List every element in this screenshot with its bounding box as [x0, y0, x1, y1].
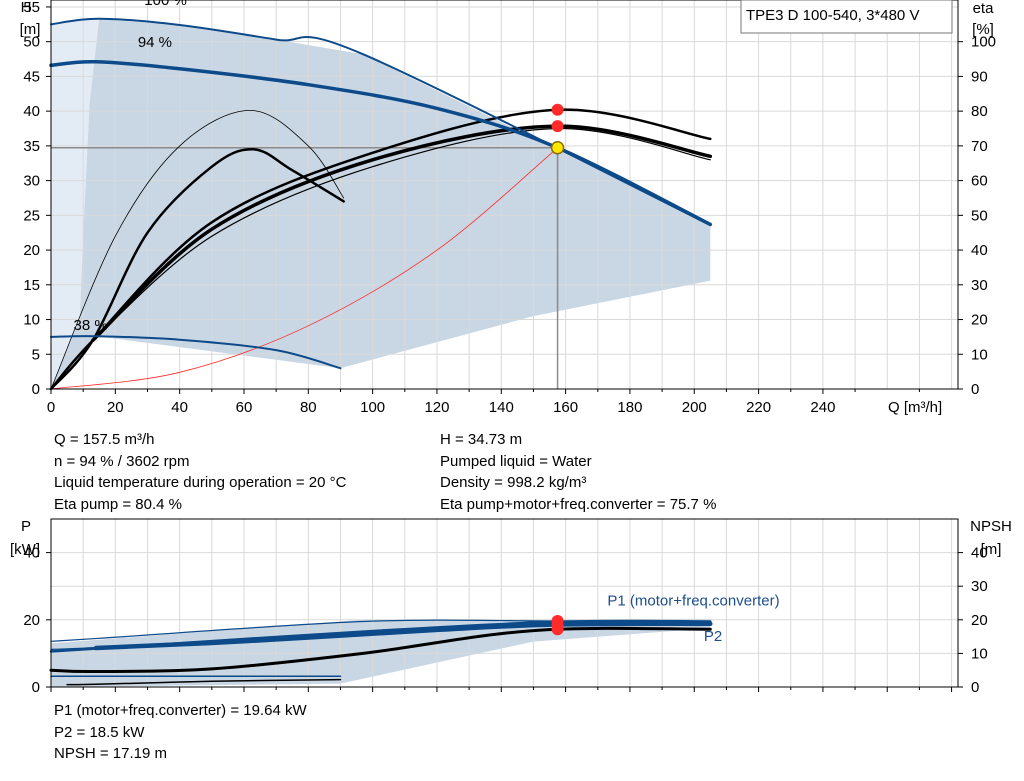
y-tick-label: 20 [23, 612, 40, 629]
liquid-temperature-readout: Liquid temperature during operation = 20… [54, 474, 347, 491]
y-tick-label: 20 [23, 242, 40, 259]
y2-axis-label: eta [973, 0, 995, 17]
power-curve [93, 621, 713, 651]
speed-label: 94 % [138, 34, 172, 51]
y2-tick-label: 0 [971, 679, 979, 696]
operating-point-eta-total [551, 120, 564, 133]
y2-tick-label: 20 [971, 612, 988, 629]
eta-total-readout: Eta pump+motor+freq.converter = 75.7 % [440, 495, 717, 513]
npsh-readout: NPSH = 17.19 m [54, 745, 167, 762]
y-tick-label: 45 [23, 68, 40, 85]
series-label: P1 (motor+freq.converter) [607, 592, 779, 609]
head-curve [49, 60, 713, 227]
y2-axis-unit: [%] [972, 21, 994, 38]
y2-tick-label: 10 [971, 645, 988, 662]
y2-tick-label: 10 [971, 346, 988, 363]
y-axis-unit: [kW] [10, 541, 40, 558]
y2-tick-label: 90 [971, 68, 988, 85]
y-tick-label: 40 [23, 103, 40, 120]
x-tick-label: 120 [424, 399, 449, 416]
y-tick-label: 15 [23, 277, 40, 294]
y2-tick-label: 20 [971, 312, 988, 329]
x-tick-label: 40 [171, 399, 188, 416]
head-curve [50, 17, 712, 227]
eta-curve [92, 127, 711, 341]
y-tick-label: 0 [32, 679, 40, 696]
results-top-right: H = 34.73 m Pumped liquid = Water Densit… [440, 429, 716, 515]
x-tick-label: 80 [300, 399, 317, 416]
x-tick-label: 200 [682, 399, 707, 416]
y2-tick-label: 40 [971, 242, 988, 259]
y-axis-label: P [21, 518, 31, 535]
x-tick-label: 140 [489, 399, 514, 416]
p2-readout: P2 = 18.5 kW [54, 723, 145, 741]
speed-label: 38 % [74, 317, 108, 334]
x-tick-label: 20 [107, 399, 124, 416]
x-tick-label: 180 [617, 399, 642, 416]
y-tick-label: 35 [23, 138, 40, 155]
y2-tick-label: 30 [971, 578, 988, 595]
y-tick-label: 40 [23, 545, 40, 562]
y-tick-label: 5 [32, 346, 40, 363]
y2-tick-label: 70 [971, 138, 988, 155]
y-tick-label: 50 [23, 34, 40, 51]
y2-tick-label: 40 [971, 545, 988, 562]
density-readout: Density = 998.2 kg/m³ [440, 474, 587, 491]
flow-readout: Q = 157.5 m³/h [54, 431, 155, 448]
y2-tick-label: 100 [971, 34, 996, 51]
power-curve [49, 626, 712, 674]
y-axis-unit: [m] [20, 21, 41, 38]
y2-tick-label: 0 [971, 381, 979, 398]
power-curve [66, 678, 342, 686]
y-tick-label: 55 [23, 0, 40, 16]
results-bottom: P1 (motor+freq.converter) = 19.64 kW P2 … [54, 700, 307, 765]
series-label: P2 [704, 628, 722, 645]
y-tick-label: 30 [23, 173, 40, 190]
title-box [740, 0, 953, 34]
y2-tick-label: 30 [971, 277, 988, 294]
top-plot-frame [50, 0, 959, 390]
operating-point-head [550, 141, 565, 155]
top-grid [51, 0, 958, 390]
bottom-plot-frame [50, 518, 959, 688]
y-tick-label: 10 [23, 312, 40, 329]
y2-tick-label: 50 [971, 207, 988, 224]
x-tick-label: 220 [746, 399, 771, 416]
operating-point-power [551, 623, 564, 636]
system-curve [50, 147, 558, 390]
y2-axis-unit: [m] [981, 541, 1002, 558]
y-tick-label: 25 [23, 207, 40, 224]
y-tick-label: 0 [32, 381, 40, 398]
x-tick-label: 60 [236, 399, 253, 416]
eta-curve [91, 124, 713, 343]
power-npsh-chart: 0 20 40 0 10 20 30 40 P [kW] NPSH [m] P1 (motor+freq… [10, 518, 1012, 696]
results-top-left: Q = 157.5 m³/h n = 94 % / 3602 rpm Liqui… [54, 429, 346, 515]
operating-range-band [51, 18, 711, 390]
x-axis-label: Q [m³/h] [888, 399, 942, 416]
head-curve [50, 335, 342, 370]
head-readout: H = 34.73 m [440, 431, 523, 448]
x-tick-label: 240 [810, 399, 835, 416]
pumped-liquid-readout: Pumped liquid = Water [440, 452, 592, 470]
y2-tick-label: 80 [971, 103, 988, 120]
head-eta-chart: 0 20 40 60 80 100 120 140 160 180 200 220 2400510152… [20, 0, 996, 416]
x-tick-label: 100 [360, 399, 385, 416]
eta-curve [50, 109, 345, 390]
operating-point-eta-pump [551, 103, 564, 116]
y-axis-label: H [21, 0, 32, 16]
eta-pump-readout: Eta pump = 80.4 % [54, 495, 182, 513]
p1-readout: P1 (motor+freq.converter) = 19.64 kW [54, 702, 307, 719]
pump-title: TPE3 D 100-540, 3*480 V [746, 7, 919, 24]
y2-tick-label: 60 [971, 173, 988, 190]
y2-axis-label: NPSH [970, 518, 1012, 535]
speed-label: 100 % [144, 0, 187, 9]
x-tick-label: 160 [553, 399, 578, 416]
x-tick-label: 0 [47, 399, 55, 416]
speed-readout: n = 94 % / 3602 rpm [54, 452, 190, 470]
